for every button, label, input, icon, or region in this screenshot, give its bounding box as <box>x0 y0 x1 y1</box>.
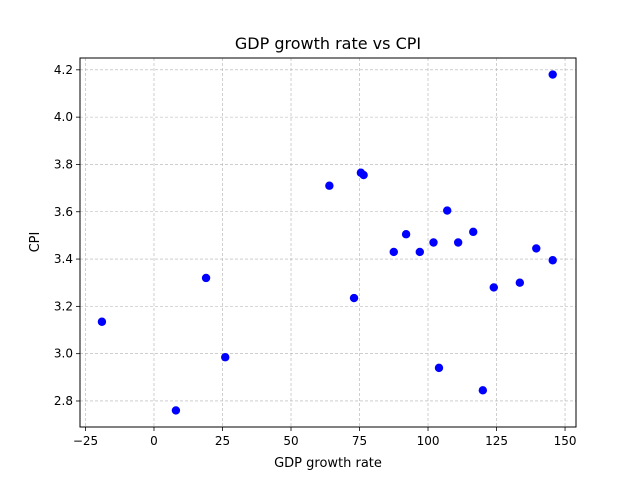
data-point <box>97 317 107 326</box>
x-tick-label: 100 <box>417 434 440 448</box>
data-point <box>389 247 398 257</box>
x-tick-label: 25 <box>215 434 230 448</box>
data-point <box>325 181 334 190</box>
grid-lines <box>80 58 576 427</box>
x-tick-label: 150 <box>554 434 577 448</box>
data-point <box>532 244 541 253</box>
y-tick-label: 3.0 <box>54 347 73 361</box>
data-point <box>221 353 230 362</box>
x-axis-label: GDP growth rate <box>274 456 382 471</box>
y-tick-label: 4.2 <box>54 63 73 77</box>
data-point <box>453 238 463 247</box>
data-point <box>548 256 557 265</box>
data-point <box>548 70 557 79</box>
y-tick-label: 2.8 <box>54 394 73 408</box>
data-points <box>97 70 557 415</box>
y-tick-label: 3.2 <box>54 299 73 313</box>
data-point <box>201 273 211 283</box>
data-point <box>478 386 488 395</box>
y-tick-label: 3.8 <box>54 157 73 171</box>
data-point <box>443 206 452 215</box>
data-point <box>489 283 498 292</box>
data-point <box>401 230 411 239</box>
y-axis-label: CPI <box>28 232 43 253</box>
data-point <box>359 170 368 180</box>
axis-ticks: −25 0 25 50 75 100 125 150 2.8 3.0 3.2 3.4 3.6 3.8 4.0… <box>54 63 577 448</box>
x-tick-label: 0 <box>150 434 158 448</box>
y-tick-label: 3.4 <box>54 252 73 266</box>
data-point <box>469 227 478 237</box>
data-point <box>429 238 438 247</box>
plot-area <box>80 58 576 427</box>
x-tick-label: 125 <box>485 434 508 448</box>
plot-frame <box>79 57 577 428</box>
y-tick-label: 3.6 <box>54 205 73 219</box>
data-point <box>415 247 425 257</box>
data-point <box>349 293 359 303</box>
data-point <box>434 363 444 373</box>
chart-title: GDP growth rate vs CPI <box>235 34 421 53</box>
x-tick-label: −25 <box>73 434 98 448</box>
data-point <box>515 278 525 287</box>
x-tick-label: 50 <box>283 434 298 448</box>
y-tick-label: 4.0 <box>54 110 73 124</box>
x-tick-label: 75 <box>352 434 367 448</box>
data-point <box>171 406 181 415</box>
